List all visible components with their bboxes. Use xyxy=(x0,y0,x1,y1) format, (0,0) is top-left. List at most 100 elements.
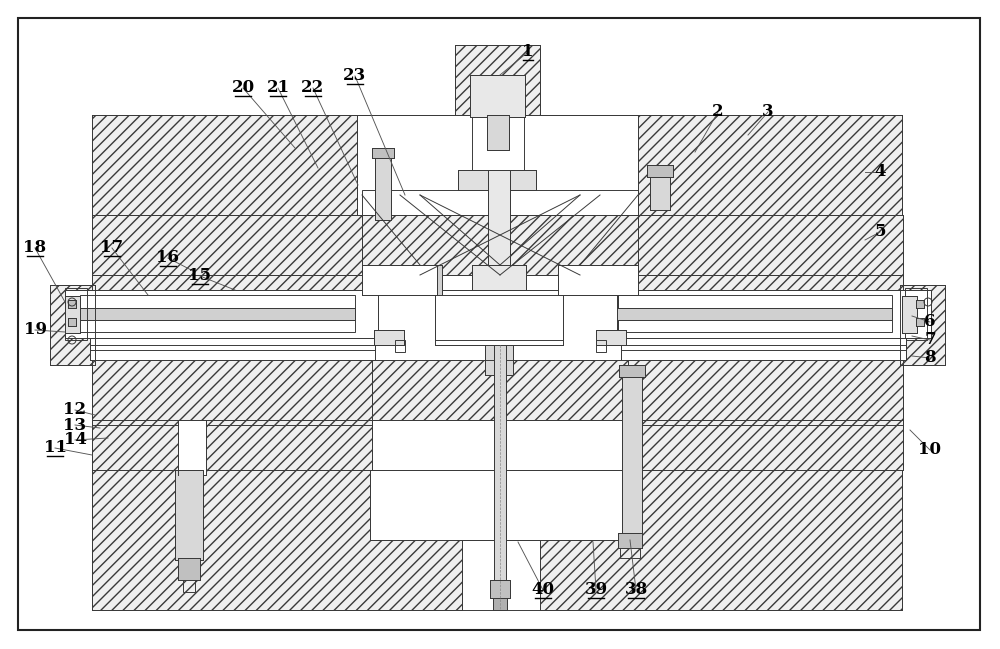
Bar xyxy=(638,215,903,275)
Bar xyxy=(540,470,902,610)
Bar xyxy=(372,148,394,158)
Bar xyxy=(362,265,437,295)
Text: 2: 2 xyxy=(712,103,724,121)
Bar xyxy=(80,308,355,320)
Bar xyxy=(622,370,642,535)
Bar xyxy=(430,265,442,295)
Text: 19: 19 xyxy=(24,321,46,339)
Bar xyxy=(92,115,357,215)
Bar xyxy=(178,558,200,580)
Text: 10: 10 xyxy=(918,441,942,458)
Bar xyxy=(617,295,892,332)
Bar xyxy=(92,215,362,275)
Bar xyxy=(362,265,437,295)
Bar xyxy=(470,75,525,117)
Bar xyxy=(375,148,391,220)
Bar xyxy=(92,420,372,470)
Text: 39: 39 xyxy=(584,582,608,598)
Bar xyxy=(372,420,628,470)
Bar xyxy=(92,115,902,215)
Bar xyxy=(455,45,540,115)
Bar xyxy=(647,165,673,177)
Bar xyxy=(619,365,645,377)
Bar xyxy=(462,330,536,345)
Bar xyxy=(638,115,902,215)
Text: 22: 22 xyxy=(301,79,325,97)
Bar xyxy=(618,533,642,548)
Text: 16: 16 xyxy=(156,249,180,267)
Bar xyxy=(621,338,906,360)
Bar xyxy=(92,275,374,345)
Bar xyxy=(92,470,462,610)
Text: 13: 13 xyxy=(63,417,87,434)
Bar xyxy=(900,285,945,365)
Bar xyxy=(50,285,95,365)
Bar xyxy=(362,265,437,295)
Bar xyxy=(902,296,917,333)
Bar xyxy=(485,345,513,375)
Bar xyxy=(65,290,378,338)
Bar xyxy=(372,360,628,425)
Bar xyxy=(362,190,638,215)
Bar xyxy=(617,295,892,332)
Bar xyxy=(92,470,462,610)
Bar xyxy=(916,300,924,308)
Text: 21: 21 xyxy=(266,79,290,97)
Bar xyxy=(92,215,362,275)
Bar xyxy=(558,265,638,295)
Bar xyxy=(628,360,903,425)
Bar xyxy=(470,75,525,117)
Text: 8: 8 xyxy=(924,350,936,367)
Bar xyxy=(372,360,628,425)
Bar xyxy=(68,300,76,308)
Bar xyxy=(494,345,506,610)
Bar xyxy=(375,148,391,220)
Bar xyxy=(487,115,509,150)
Text: 23: 23 xyxy=(343,67,367,84)
Bar xyxy=(462,330,536,345)
Bar xyxy=(92,360,372,425)
Text: 7: 7 xyxy=(924,332,936,349)
Bar xyxy=(395,340,405,352)
Bar xyxy=(628,420,903,470)
Bar xyxy=(638,215,903,275)
Bar xyxy=(493,598,507,610)
Text: 11: 11 xyxy=(44,439,66,456)
Bar xyxy=(628,360,903,425)
Bar xyxy=(65,290,378,338)
Bar xyxy=(472,115,524,170)
Text: 17: 17 xyxy=(100,239,124,256)
Bar xyxy=(435,290,563,345)
Bar xyxy=(80,308,355,320)
Bar xyxy=(902,296,917,333)
Bar xyxy=(430,265,442,295)
Bar xyxy=(65,296,80,333)
Bar xyxy=(558,265,638,295)
Bar xyxy=(905,288,927,340)
Bar xyxy=(362,265,437,295)
Bar xyxy=(458,170,536,190)
Bar xyxy=(65,288,87,340)
Text: 12: 12 xyxy=(63,402,87,419)
Text: 5: 5 xyxy=(874,223,886,241)
Bar xyxy=(617,308,892,320)
Bar xyxy=(92,470,902,610)
Bar xyxy=(472,265,526,330)
Bar xyxy=(490,580,510,598)
Bar xyxy=(458,170,536,190)
Bar xyxy=(68,318,76,326)
Bar xyxy=(50,285,95,365)
Bar xyxy=(175,470,203,560)
Text: 14: 14 xyxy=(64,432,87,448)
Bar xyxy=(92,115,357,215)
Bar xyxy=(178,420,206,475)
Bar xyxy=(435,295,563,345)
Bar xyxy=(916,318,924,326)
Bar xyxy=(362,215,638,275)
Bar xyxy=(558,265,570,295)
Bar xyxy=(493,598,507,610)
Bar xyxy=(362,190,638,215)
Bar xyxy=(65,296,80,333)
Bar xyxy=(485,345,513,375)
Bar xyxy=(494,345,506,610)
